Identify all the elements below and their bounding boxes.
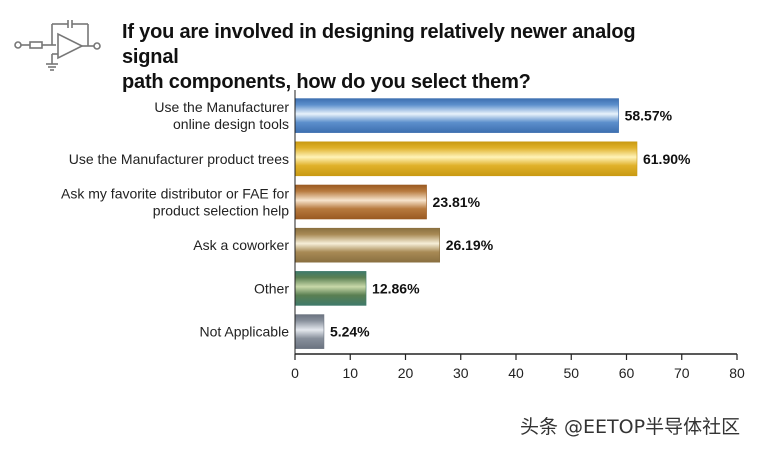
- x-tick-label-7: 70: [674, 365, 690, 381]
- x-tick-label-8: 80: [729, 365, 745, 381]
- bar-5: [294, 314, 325, 349]
- bar-0: [294, 98, 619, 133]
- bar-3: [294, 227, 440, 263]
- category-label-2: Ask my favorite distributor or FAE for pr…: [61, 186, 289, 219]
- category-label-0: Use the Manufacturer online design tools: [154, 99, 289, 132]
- op-amp-circuit-icon: [14, 20, 101, 71]
- chart-title-line-1: If you are involved in designing relativ…: [122, 21, 636, 68]
- category-label-3: Ask a coworker: [193, 237, 289, 253]
- x-tick-label-2: 20: [398, 365, 414, 381]
- bar-1: [294, 141, 638, 177]
- bar-value-label-0: 58.57%: [625, 108, 673, 124]
- bar-value-label-4: 12.86%: [372, 280, 420, 296]
- chart-title-line-2: path components, how do you select them?: [122, 71, 531, 93]
- category-label-1: Use the Manufacturer product trees: [69, 151, 289, 167]
- category-label-5: Not Applicable: [199, 324, 289, 340]
- category-label-4: Other: [254, 280, 289, 296]
- x-tick-label-5: 50: [563, 365, 579, 381]
- x-tick-label-6: 60: [619, 365, 635, 381]
- bar-value-label-5: 5.24%: [330, 324, 370, 340]
- bar-value-label-3: 26.19%: [446, 237, 494, 253]
- watermark-text: 头条 @EETOP半导体社区: [520, 416, 741, 438]
- x-tick-label-4: 40: [508, 365, 524, 381]
- chart-title: If you are involved in designing relativ…: [122, 20, 682, 95]
- x-tick-label-3: 30: [453, 365, 469, 381]
- bar-value-label-1: 61.90%: [643, 151, 691, 167]
- bar-2: [294, 184, 427, 220]
- bar-value-label-2: 23.81%: [433, 194, 481, 210]
- bar-4: [294, 271, 367, 306]
- x-tick-label-1: 10: [342, 365, 358, 381]
- x-tick-label-0: 0: [291, 365, 299, 381]
